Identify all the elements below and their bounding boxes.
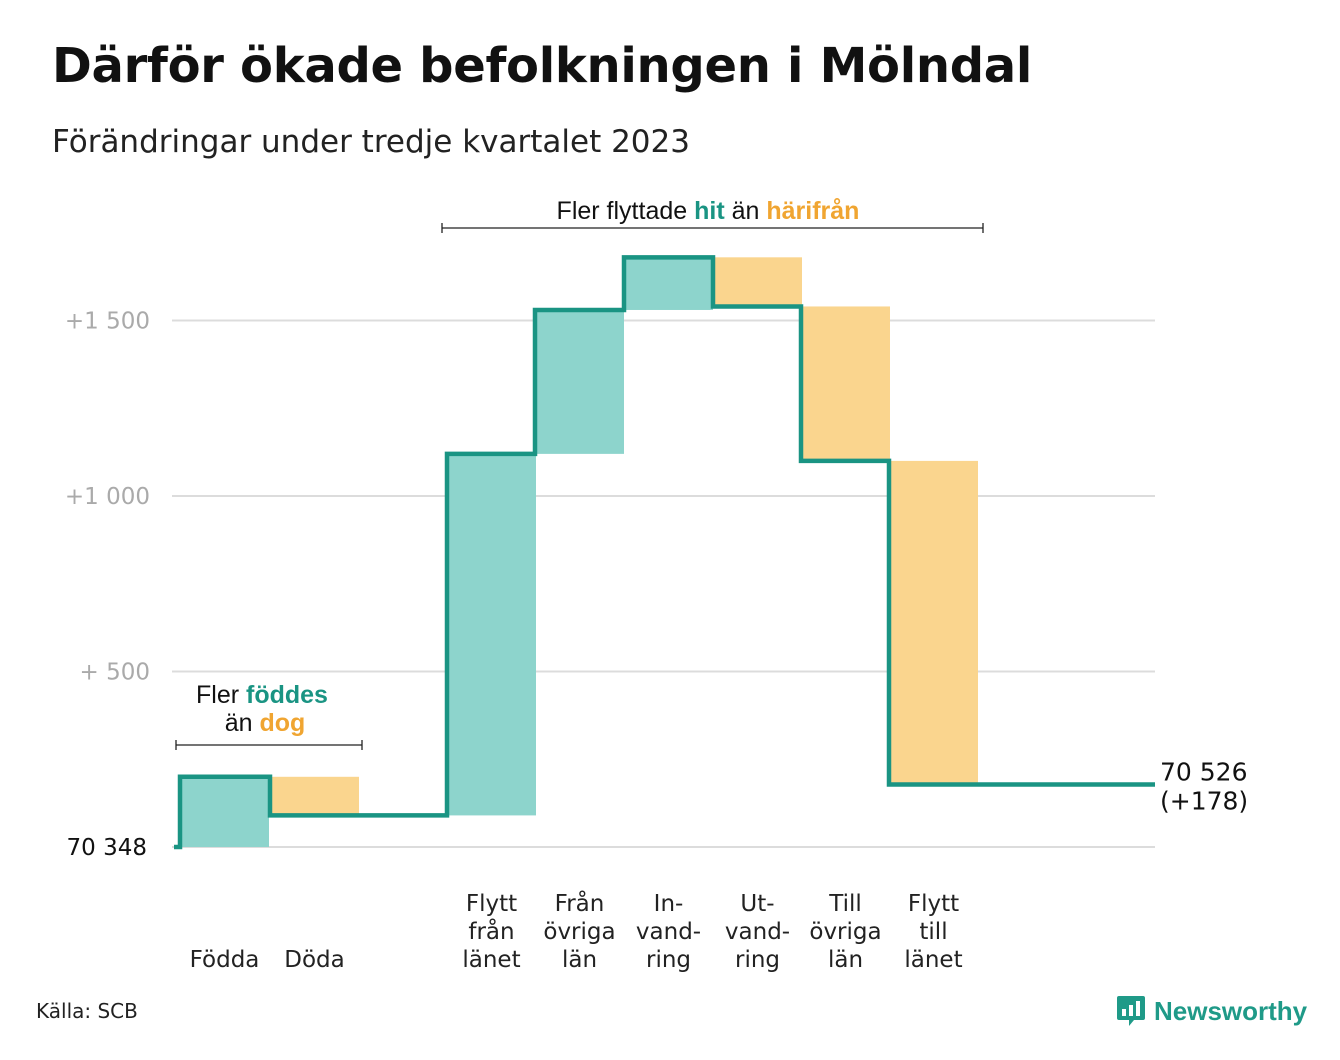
cumulative-step-line <box>174 255 1155 850</box>
annotation-part: hit <box>694 197 725 225</box>
annotation-migration: Fler flyttade hit än härifrån <box>557 197 860 225</box>
category-label: Flytt <box>908 891 959 917</box>
category-label: Flytt <box>466 891 517 917</box>
category-label: vand- <box>725 919 790 945</box>
baseline-label: 70 348 <box>67 835 147 861</box>
category-label: Från <box>555 889 605 917</box>
category-label: från <box>468 917 514 945</box>
category-label: övriga <box>543 919 615 945</box>
bar <box>270 776 359 816</box>
category-label: till <box>919 919 947 945</box>
category-label: ring <box>646 947 691 973</box>
category-label: ring <box>735 947 780 973</box>
bar <box>889 460 978 785</box>
y-tick-label: +1 000 <box>65 484 150 510</box>
category-label: Ut- <box>740 891 774 917</box>
category-label: vand- <box>636 919 701 945</box>
category-label: Födda <box>190 947 260 973</box>
category-label: län <box>828 947 863 973</box>
category-label: länet <box>904 947 962 973</box>
final-value-label: 70 526 <box>1160 758 1247 787</box>
category-label: In- <box>654 891 684 917</box>
y-tick-label: +1 500 <box>65 309 150 335</box>
bar-chart-icon <box>1117 996 1145 1026</box>
final-change-label: (+178) <box>1160 787 1248 816</box>
bar <box>801 306 890 461</box>
annotation-part: Fler flyttade <box>557 197 695 225</box>
chart-subtitle: Förändringar under tredje kvartalet 2023 <box>52 124 690 160</box>
bar <box>713 257 802 307</box>
bar <box>535 309 624 454</box>
category-label: övriga <box>809 919 881 945</box>
category-label: länet <box>462 947 520 973</box>
annotation-part: föddes <box>246 681 328 709</box>
bar <box>180 776 269 847</box>
annotation-part: Fler <box>196 681 246 709</box>
category-label: Döda <box>284 947 344 973</box>
annotation-part: dog <box>259 709 305 737</box>
category-label: län <box>562 947 597 973</box>
annotation-deaths: än dog <box>225 709 306 737</box>
bar <box>624 257 713 310</box>
chart-title: Därför ökade befolkningen i Mölndal <box>52 38 1033 94</box>
source-note: Källa: SCB <box>36 999 138 1023</box>
category-label: Till <box>828 891 862 917</box>
bar <box>447 453 536 816</box>
y-tick-label: + 500 <box>80 660 150 686</box>
annotation-part: än <box>225 709 260 737</box>
annotation-births: Fler föddes <box>196 681 328 709</box>
brand-name: Newsworthy <box>1154 995 1308 1026</box>
annotation-part: härifrån <box>766 197 859 225</box>
annotation-part: än <box>725 197 767 225</box>
brand-logo[interactable]: Newsworthy <box>1116 994 1307 1028</box>
